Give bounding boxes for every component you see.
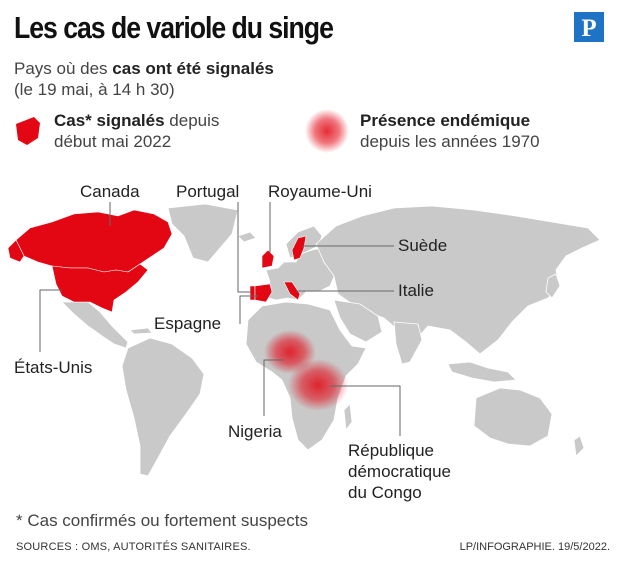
- legend-endemic-bold: Présence endémique: [360, 111, 531, 130]
- svg-text:P: P: [581, 15, 596, 42]
- arabia-shape: [333, 299, 383, 343]
- legend-endemic-date: depuis les années 1970: [360, 132, 540, 151]
- legend-cases-swatch: [16, 117, 40, 145]
- label-canada: Canada: [80, 182, 140, 201]
- portugal-shape: [249, 285, 256, 301]
- label-espagne: Espagne: [154, 314, 222, 333]
- south-america-shape: [121, 337, 205, 477]
- footnote: * Cas confirmés ou fortement suspects: [16, 511, 308, 530]
- subtitle-date: (le 19 mai, à 14 h 30): [14, 80, 175, 99]
- label-rdc-line2: démocratique: [348, 462, 452, 481]
- endemic-glow-rdc: [288, 359, 348, 411]
- subtitle: Pays où des cas ont été signalés (le 19 …: [14, 58, 274, 100]
- label-italie: Italie: [398, 281, 434, 300]
- label-royaume-uni: Royaume-Uni: [268, 182, 372, 201]
- legend-endemic-swatch: [305, 109, 349, 153]
- label-rdc-line1: République: [348, 441, 435, 460]
- credit: LP/INFOGRAPHIE. 19/5/2022.: [459, 541, 610, 553]
- canada-shape: [15, 209, 173, 273]
- subtitle-bold: cas ont été signalés: [112, 59, 274, 78]
- caribbean-shape: [129, 327, 153, 335]
- sources: SOURCES : OMS, AUTORITÉS SANITAIRES.: [16, 541, 251, 553]
- alaska-shape: [7, 239, 25, 263]
- leader-rdc: [330, 385, 401, 436]
- label-nigeria: Nigeria: [228, 422, 282, 441]
- new-zealand-shape: [573, 435, 585, 457]
- indonesia-shape: [447, 361, 517, 383]
- japan-shape: [545, 273, 561, 299]
- leader-portugal: [237, 202, 251, 293]
- label-portugal: Portugal: [176, 182, 240, 201]
- legend-cases-date: début mai 2022: [54, 132, 172, 151]
- central-america-shape: [61, 301, 129, 349]
- india-shape: [393, 321, 423, 365]
- legend-endemic: Présence endémique depuis les années 197…: [360, 110, 540, 152]
- madagascar-shape: [343, 403, 353, 432]
- label-rdc-line3: du Congo: [348, 483, 422, 502]
- le-parisien-logo: P: [574, 12, 604, 42]
- australia-shape: [473, 387, 553, 447]
- leader-usa: [39, 289, 62, 352]
- leader-spain: [239, 295, 258, 324]
- spain-shape: [254, 283, 273, 303]
- label-etats-unis: États-Unis: [14, 358, 93, 377]
- leader-nigeria: [263, 359, 284, 416]
- usa-shape: [51, 263, 149, 313]
- label-suede: Suède: [398, 236, 448, 255]
- legend-cases: Cas* signalés depuis début mai 2022: [54, 110, 219, 152]
- legend-cases-rest: depuis: [164, 111, 220, 130]
- label-rdc: République démocratique du Congo: [348, 440, 451, 503]
- uk-shape: [261, 249, 275, 269]
- subtitle-prefix: Pays où des: [14, 59, 113, 78]
- iceland-shape: [237, 231, 257, 243]
- italy-shape: [283, 281, 301, 301]
- page-title: Les cas de variole du singe: [14, 10, 334, 45]
- sweden-shape: [291, 235, 307, 261]
- legend-cases-bold: Cas* signalés: [54, 111, 165, 130]
- greenland-shape: [167, 203, 239, 263]
